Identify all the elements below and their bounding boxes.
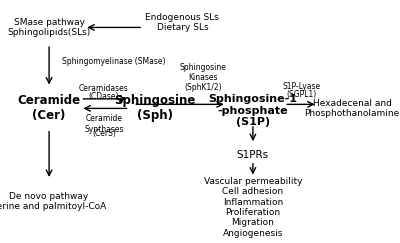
Text: (SGPL1): (SGPL1) <box>286 90 316 99</box>
Text: Vascular permeability
Cell adhesion
Inflammation
Proliferation
Migration
Angioge: Vascular permeability Cell adhesion Infl… <box>204 177 302 238</box>
Text: S1PRs: S1PRs <box>237 150 269 160</box>
Text: Sphingosine
(Sph): Sphingosine (Sph) <box>114 94 196 122</box>
Text: Endogenous SLs
Dietary SLs: Endogenous SLs Dietary SLs <box>146 13 219 32</box>
Text: Sphingosine
Kinases
(SphK1/2): Sphingosine Kinases (SphK1/2) <box>180 62 226 92</box>
Text: Sphingomyelinase (SMase): Sphingomyelinase (SMase) <box>62 57 166 67</box>
Text: Hexadecenal and
Phosphothanolamine: Hexadecenal and Phosphothanolamine <box>304 99 400 118</box>
Text: SMase pathway
Sphingolipids(SLs): SMase pathway Sphingolipids(SLs) <box>8 18 91 37</box>
Text: Ceramidases: Ceramidases <box>79 84 129 93</box>
Text: Ceramide
(Cer): Ceramide (Cer) <box>18 94 81 122</box>
Text: De novo pathway
serine and palmitoyl-CoA: De novo pathway serine and palmitoyl-CoA <box>0 191 106 211</box>
Text: (CerS): (CerS) <box>92 129 116 138</box>
Text: Ceramide
Synthases: Ceramide Synthases <box>84 114 124 134</box>
Text: S1P-Lyase: S1P-Lyase <box>282 82 320 91</box>
Text: (CDase): (CDase) <box>89 92 119 101</box>
Text: Sphingosine-1
-phosphate
(S1P): Sphingosine-1 -phosphate (S1P) <box>208 94 298 127</box>
